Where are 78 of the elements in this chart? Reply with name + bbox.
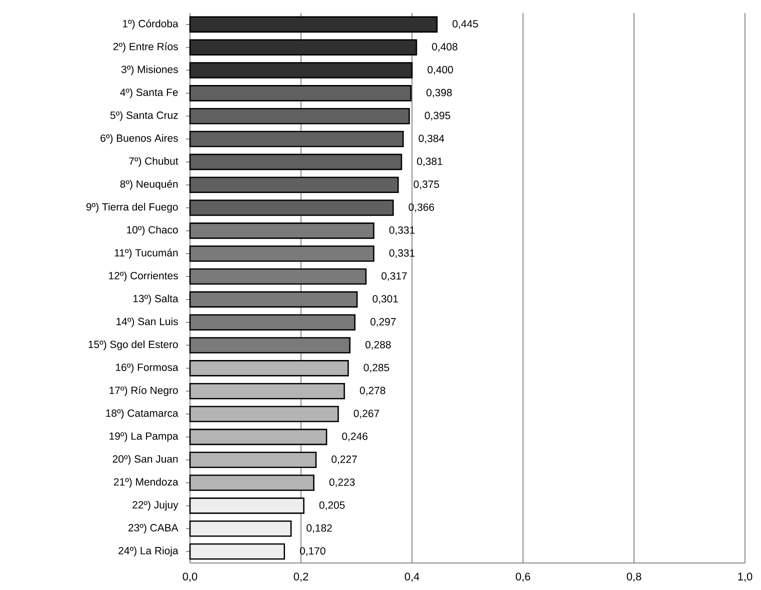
bar: [189, 176, 399, 194]
data-label: 0,223: [329, 478, 355, 488]
bar: [189, 85, 412, 102]
y-tick-label: 9º) Tierra del Fuego: [86, 202, 178, 213]
data-label: 0,297: [370, 318, 396, 327]
y-tick-label: 22º) Jujuy: [132, 500, 178, 511]
data-label: 0,227: [332, 456, 357, 464]
y-tick-label: 3º) Misiones: [121, 65, 178, 76]
bar: [189, 108, 410, 124]
data-label: 0,375: [414, 180, 440, 190]
bar: [189, 245, 374, 262]
bar: [189, 452, 317, 468]
y-tick-label: 12º) Corrientes: [109, 272, 178, 282]
y-tick-label: 13º) Salta: [133, 294, 178, 304]
data-label: 0,408: [432, 43, 458, 52]
x-tick-label: 0,0: [182, 572, 198, 582]
data-label: 0,267: [354, 410, 380, 418]
x-tick-label: 0,8: [626, 572, 642, 582]
y-tick-label: 15º) Sgo del Estero: [88, 340, 178, 350]
y-tick-label: 7º) Chubut: [129, 157, 178, 167]
x-tick-label: 1,0: [738, 572, 752, 582]
x-tick-label: 0,4: [404, 572, 420, 582]
y-tick-label: 5º) Santa Cruz: [110, 111, 178, 121]
bar: [189, 498, 304, 514]
bar: [189, 428, 328, 446]
bar: [189, 474, 314, 491]
bar: [189, 291, 358, 308]
bar: [189, 337, 350, 354]
data-label: 0,170: [300, 547, 326, 556]
data-label: 0,301: [372, 295, 398, 304]
y-tick-label: 21º) Mendoza: [114, 478, 178, 488]
y-tick-label: 23º) CABA: [128, 524, 178, 534]
y-tick-label: 10º) Chaco: [127, 226, 178, 236]
bar: [189, 314, 356, 331]
y-tick-label: 1º) Córdoba: [122, 20, 178, 30]
bar: [189, 382, 345, 400]
data-label: 0,384: [418, 134, 444, 144]
data-label: 0,205: [319, 501, 345, 510]
bar: [189, 360, 349, 376]
data-label: 0,398: [426, 88, 452, 98]
bar: [189, 406, 339, 422]
bar: [189, 16, 438, 33]
bar: [189, 543, 286, 560]
data-label: 0,182: [306, 524, 332, 533]
bar: [189, 39, 418, 56]
y-tick-label: 2º) Entre Ríos: [113, 42, 178, 52]
bar: [189, 62, 413, 78]
data-label: 0,317: [382, 272, 407, 281]
bar: [189, 154, 402, 170]
data-label: 0,278: [360, 386, 386, 396]
bar: [189, 130, 404, 148]
bar: [189, 268, 367, 285]
data-label: 0,246: [342, 432, 368, 442]
bar: [189, 222, 374, 239]
data-label: 0,288: [365, 340, 391, 350]
y-tick-label: 16º) Formosa: [116, 363, 178, 374]
data-label: 0,285: [364, 364, 390, 373]
bar: [189, 520, 292, 537]
y-tick-label: 4º) Santa Fe: [120, 88, 178, 98]
data-label: 0,331: [389, 249, 415, 258]
data-label: 0,395: [424, 112, 450, 120]
y-tick-label: 14º) San Luis: [116, 317, 178, 328]
x-tick-label: 0,6: [516, 572, 530, 582]
y-tick-label: 17º) Río Negro: [110, 386, 178, 396]
x-tick-label: 0,2: [294, 572, 308, 582]
data-label: 0,366: [408, 203, 434, 212]
bar: [189, 200, 394, 216]
y-tick-label: 18º) Catamarca: [106, 409, 178, 419]
y-tick-label: 6º) Buenos Aires: [100, 134, 178, 144]
y-tick-label: 11º) Tucumán: [114, 248, 178, 259]
data-label: 0,400: [428, 66, 453, 75]
y-tick-label: 8º) Neuquén: [120, 180, 178, 190]
y-tick-label: 19º) La Pampa: [110, 432, 178, 442]
data-label: 0,381: [417, 158, 442, 166]
data-label: 0,445: [452, 20, 478, 29]
y-tick-label: 24º) La Rioja: [118, 546, 178, 556]
data-label: 0,331: [389, 226, 415, 236]
y-tick-label: 20º) San Juan: [112, 454, 178, 465]
